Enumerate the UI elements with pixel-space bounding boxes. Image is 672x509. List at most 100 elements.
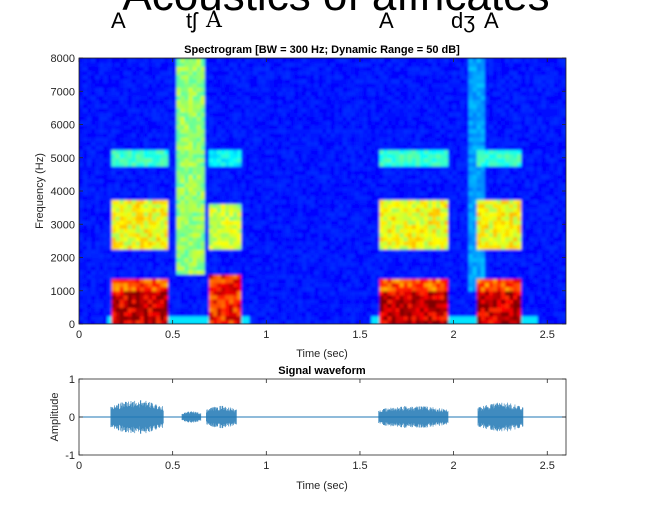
spectrogram-cell [237, 157, 242, 163]
spectrogram-cell [383, 207, 389, 213]
spectrogram-cell [180, 319, 186, 324]
spectrogram-cell [354, 178, 360, 184]
spectrogram-cell [302, 240, 307, 246]
spectrogram-cell [99, 236, 104, 242]
spectrogram-cell [334, 116, 340, 121]
spectrogram-cell [257, 141, 263, 146]
spectrogram-cell [192, 269, 198, 275]
spectrogram-cell [180, 141, 186, 146]
spectrogram-cell [359, 236, 364, 242]
spectrogram-cell [184, 269, 190, 275]
spectrogram-cell [143, 128, 149, 134]
spectrogram-cell [290, 178, 295, 184]
spectrogram-cell [350, 91, 356, 97]
spectrogram-cell [143, 274, 149, 279]
spectrogram-cell [334, 220, 340, 225]
spectrogram-cell [147, 278, 153, 284]
spectrogram-cell [131, 95, 137, 101]
spectrogram-cell [91, 82, 96, 88]
spectrogram-cell [342, 107, 348, 113]
spectrogram-cell [330, 294, 336, 300]
spectrogram-cell [265, 286, 271, 292]
spectrogram-cell [342, 153, 348, 159]
spectrogram-cell [359, 70, 364, 76]
spectrogram-cell [168, 249, 173, 254]
spectrogram-cell [160, 182, 165, 188]
spectrogram-cell [212, 269, 218, 275]
spectrogram-cell [257, 178, 263, 184]
spectrogram-cell [387, 182, 393, 188]
spectrogram-cell [87, 157, 92, 163]
spectrogram-cell [152, 257, 157, 263]
spectrogram-cell [322, 215, 328, 221]
spectrogram-cell [176, 207, 182, 213]
spectrogram-cell [371, 249, 376, 254]
spectrogram-cell [277, 78, 283, 84]
spectrogram-cell [387, 207, 393, 213]
spectrogram-cell [119, 136, 125, 142]
spectrogram-cell [83, 58, 88, 63]
spectrogram-cell [87, 195, 92, 200]
spectrogram-cell [379, 91, 384, 97]
spectrogram-cell [229, 112, 234, 117]
spectrogram-cell [363, 311, 368, 317]
spectrogram-cell [87, 103, 92, 109]
spectrogram-cell [342, 203, 348, 209]
spectrogram-cell [363, 286, 368, 292]
spectrogram-cell [302, 257, 307, 263]
spectrogram-cell [326, 82, 332, 88]
spectrogram-cell [322, 82, 328, 88]
spectrogram-cell [253, 128, 259, 134]
spectrogram-cell [139, 224, 145, 230]
spectrogram-cell [379, 178, 384, 184]
spectrogram-cell [375, 282, 380, 288]
spectrogram-cell [147, 240, 153, 246]
spectrogram-cell [310, 124, 315, 130]
spectrogram-cell [123, 207, 129, 213]
spectrogram-cell [152, 203, 157, 209]
spectrogram-cell [119, 269, 125, 275]
spectrogram-cell [229, 87, 234, 92]
spectrogram-cell [131, 153, 137, 159]
spectrogram-cell [119, 78, 125, 84]
spectrogram-cell [383, 220, 389, 225]
spectrogram-cell [371, 220, 376, 225]
spectrogram-cell [375, 91, 380, 97]
spectrogram-cell [176, 240, 182, 246]
spectrogram-cell [298, 161, 303, 167]
spectrogram-cell [216, 240, 222, 246]
spectrogram-cell [310, 161, 315, 167]
spectrogram-cell [233, 215, 238, 221]
spectrogram-cell [237, 174, 242, 180]
spectrogram-cell [95, 240, 100, 246]
spectrogram-cell [294, 182, 299, 188]
spectrogram-cell [314, 186, 320, 192]
spectrogram-cell [391, 245, 397, 250]
spectrogram-cell [354, 232, 360, 238]
spectrogram-cell [91, 103, 96, 109]
spectrogram-cell [123, 124, 129, 130]
spectrogram-cell [318, 199, 324, 205]
spectrogram-cell [79, 220, 84, 225]
spectrogram-cell [119, 228, 125, 234]
spectrogram-cell [354, 87, 360, 92]
spectrogram-cell [204, 132, 210, 138]
spectrogram-cell [111, 224, 117, 230]
spectrogram-cell [83, 116, 88, 121]
spectrogram-cell [147, 99, 153, 105]
spectrogram-cell [375, 170, 380, 175]
spectrogram-cell [225, 166, 230, 171]
spectrogram-cell [269, 186, 275, 192]
spectrogram-cell [249, 303, 255, 308]
spectrogram-cell [152, 141, 157, 146]
spectrogram-cell [204, 161, 210, 167]
spectrogram-cell [192, 249, 198, 254]
spectrogram-cell [367, 136, 372, 142]
spectrogram-cell [273, 157, 279, 163]
spectrogram-cell [225, 78, 230, 84]
spectrogram-cell [363, 91, 368, 97]
spectrogram-cell [143, 116, 149, 121]
spectrogram-cell [160, 91, 165, 97]
spectrogram-cell [91, 170, 96, 175]
spectrogram-cell [172, 124, 177, 130]
